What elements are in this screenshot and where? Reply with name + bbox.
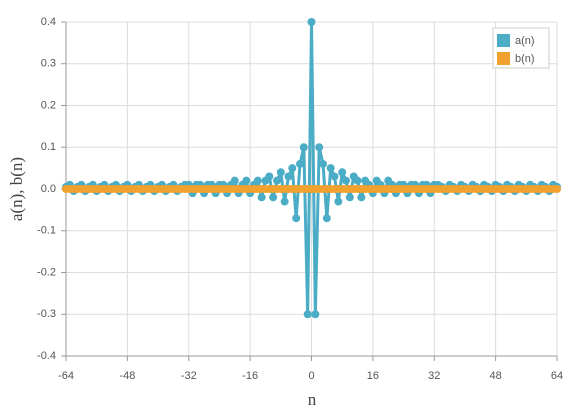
point: [295, 159, 304, 168]
x-tick-label: -16: [242, 370, 258, 382]
point: [265, 172, 274, 181]
x-tick-label: -64: [58, 370, 74, 382]
point: [284, 172, 293, 181]
point: [257, 193, 266, 202]
point: [330, 172, 339, 181]
point: [311, 310, 320, 319]
y-tick-label: 0.4: [41, 16, 56, 28]
y-tick-label: -0.4: [37, 350, 56, 362]
point: [334, 197, 343, 206]
point: [272, 176, 281, 185]
y-tick-label: 0.0: [41, 183, 56, 195]
point: [230, 176, 239, 185]
point: [342, 176, 351, 185]
point: [345, 193, 354, 202]
point: [326, 164, 335, 173]
point: [322, 214, 331, 223]
point: [319, 159, 328, 168]
y-tick-label: 0.1: [41, 141, 56, 153]
point: [292, 214, 301, 223]
legend-label: b(n): [515, 53, 535, 65]
point: [242, 176, 251, 185]
x-tick-label: 64: [551, 370, 563, 382]
point: [338, 168, 347, 177]
x-tick-label: 0: [308, 370, 314, 382]
legend-swatch: [497, 52, 510, 65]
point: [303, 310, 312, 319]
legend-label: a(n): [515, 35, 535, 47]
x-tick-label: 48: [490, 370, 502, 382]
point: [280, 197, 289, 206]
point: [553, 185, 561, 193]
x-tick-label: -48: [119, 370, 135, 382]
x-tick-label: 32: [428, 370, 440, 382]
point: [253, 176, 262, 185]
point: [315, 143, 324, 152]
y-tick-label: -0.2: [37, 266, 56, 278]
point: [288, 164, 297, 173]
y-tick-label: -0.1: [37, 225, 56, 237]
y-tick-label: 0.3: [41, 58, 56, 70]
point: [353, 176, 362, 185]
x-tick-label: -32: [181, 370, 197, 382]
point: [357, 193, 366, 202]
x-tick-label: 16: [367, 370, 379, 382]
x-axis-title: n: [308, 390, 317, 409]
legend-swatch: [497, 34, 510, 47]
point: [307, 18, 316, 26]
point: [269, 193, 278, 202]
point: [276, 168, 285, 177]
point: [299, 143, 308, 152]
y-tick-label: 0.2: [41, 99, 56, 111]
y-tick-label: -0.3: [37, 308, 56, 320]
y-axis-title: a(n), b(n): [7, 157, 26, 221]
